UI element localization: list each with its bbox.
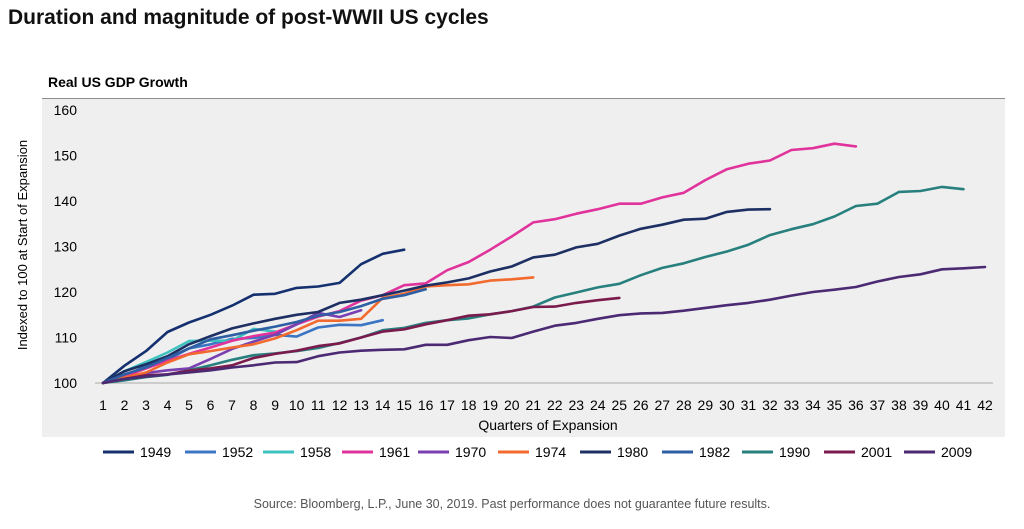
legend-label-1990: 1990 [779,444,810,460]
x-tick-label: 27 [655,397,671,413]
y-tick-label: 130 [54,239,78,255]
x-tick-label: 13 [353,397,369,413]
legend-label-2009: 2009 [941,444,972,460]
panel-top-rule [42,98,1005,99]
x-tick-label: 34 [805,397,821,413]
chart-subtitle: Real US GDP Growth [48,74,188,90]
series-line-2001 [101,296,621,385]
legend-label-1974: 1974 [535,444,566,460]
x-axis-label: Quarters of Expansion [478,417,617,433]
x-tick-label: 9 [271,397,279,413]
x-tick-label: 29 [698,397,714,413]
x-tick-label: 20 [504,397,520,413]
x-tick-label: 14 [375,397,391,413]
x-tick-label: 8 [250,397,258,413]
x-tick-label: 1 [99,397,107,413]
legend-label-1980: 1980 [617,444,648,460]
page-title: Duration and magnitude of post-WWII US c… [8,6,489,29]
x-tick-label: 31 [741,397,757,413]
legend-label-1970: 1970 [455,444,486,460]
x-tick-label: 4 [164,397,172,413]
x-tick-label: 42 [977,397,993,413]
series-line-1974 [101,276,535,385]
x-tick-label: 38 [891,397,907,413]
legend-label-1982: 1982 [699,444,730,460]
y-tick-label: 110 [55,330,78,346]
x-tick-label: 12 [332,397,348,413]
series-line-1982 [101,287,428,385]
series-line-1990 [101,185,965,385]
x-tick-label: 21 [525,397,541,413]
x-tick-label: 7 [228,397,236,413]
x-tick-label: 41 [956,397,972,413]
x-axis-ticks: 1 2 3 4 5 6 7 8 9 10 11 12 13 14 15 16 17 18 19 20 21 22 23 24 2… [99,397,993,413]
y-tick-label: 160 [54,102,78,118]
x-tick-label: 33 [784,397,800,413]
x-tick-label: 22 [547,397,563,413]
x-tick-label: 18 [461,397,477,413]
series-line-2009 [101,265,987,385]
x-tick-label: 32 [762,397,778,413]
legend: 1949 1952 1958 1961 1970 1974 1980 1982 1990 2001… [103,444,972,460]
x-tick-label: 35 [827,397,843,413]
x-tick-label: 37 [870,397,886,413]
legend-label-2001: 2001 [861,444,892,460]
x-tick-label: 25 [612,397,628,413]
y-axis-ticks: 100 110 120 130 140 150 160 [54,102,78,391]
legend-label-1958: 1958 [300,444,331,460]
x-tick-label: 40 [934,397,950,413]
x-tick-label: 11 [311,397,326,413]
series-line-1961 [101,142,858,385]
legend-label-1952: 1952 [222,444,253,460]
x-tick-label: 36 [848,397,864,413]
series-line-1949 [101,248,406,385]
x-tick-label: 10 [289,397,305,413]
y-tick-label: 150 [54,148,78,164]
x-tick-label: 5 [185,397,193,413]
x-tick-label: 2 [121,397,129,413]
series-line-1980 [101,207,772,385]
x-tick-label: 16 [418,397,434,413]
x-tick-label: 28 [676,397,692,413]
source-note: Source: Bloomberg, L.P., June 30, 2019. … [253,497,771,511]
chart-panel [42,99,1005,437]
x-tick-label: 23 [568,397,584,413]
x-tick-label: 17 [439,397,455,413]
y-tick-label: 120 [54,284,78,300]
series-lines [101,142,987,385]
x-tick-label: 6 [207,397,215,413]
x-tick-label: 19 [482,397,498,413]
x-tick-label: 30 [719,397,735,413]
legend-label-1949: 1949 [140,444,171,460]
x-tick-label: 26 [633,397,649,413]
y-axis-label: Indexed to 100 at Start of Expansion [15,140,30,350]
legend-label-1961: 1961 [379,444,410,460]
x-tick-label: 39 [913,397,929,413]
x-tick-label: 24 [590,397,606,413]
x-tick-label: 3 [142,397,150,413]
x-tick-label: 15 [396,397,412,413]
y-tick-label: 100 [54,375,78,391]
y-tick-label: 140 [54,193,78,209]
